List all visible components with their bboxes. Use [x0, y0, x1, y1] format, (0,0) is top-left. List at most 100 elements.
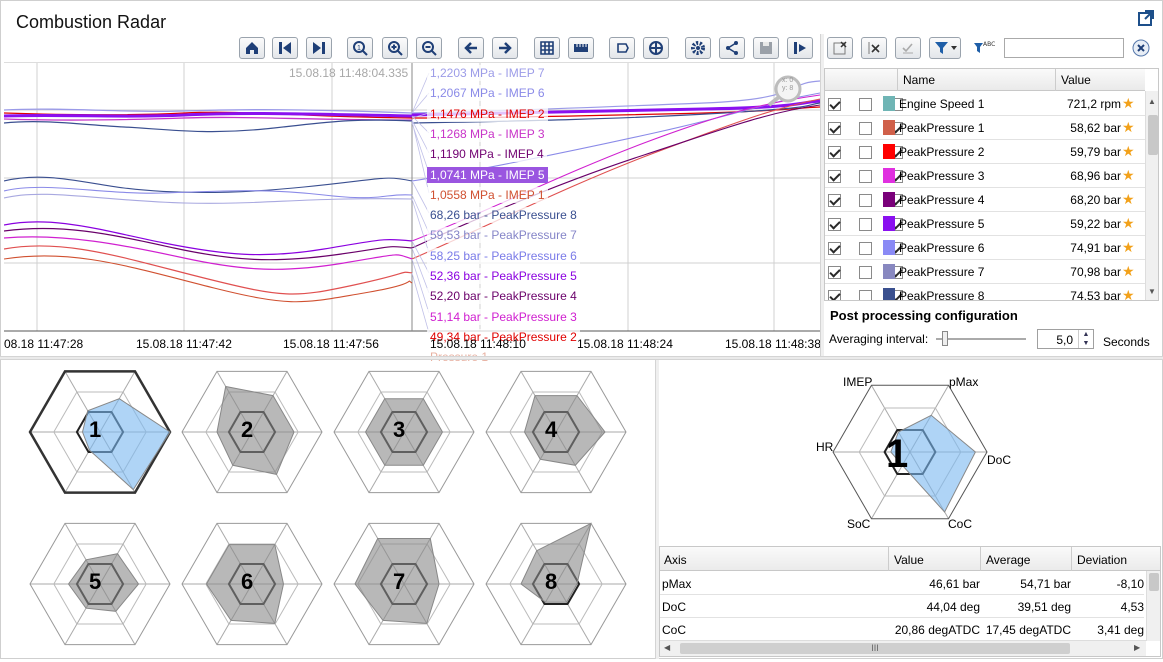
channel-color-swatch[interactable]	[883, 264, 895, 279]
zoom-fit-icon[interactable]: 1	[347, 37, 373, 59]
header-deviation[interactable]: Deviation	[1077, 553, 1128, 567]
cylinder-radar-4[interactable]: 4	[481, 357, 631, 507]
clear-icon[interactable]	[827, 37, 853, 59]
cylinder-radar-6[interactable]: 6	[177, 509, 327, 659]
crosshair-icon[interactable]	[643, 37, 669, 59]
cylinder-radar-8[interactable]: 8	[481, 509, 631, 659]
channel-row[interactable]: PeakPressure 4 68,20 bar ★	[825, 188, 1145, 212]
cylinder-radar-2[interactable]: 2	[177, 357, 327, 507]
channel-option-checkbox[interactable]	[859, 242, 872, 256]
zoom-in-icon[interactable]	[382, 37, 408, 59]
header-average[interactable]: Average	[986, 553, 1031, 567]
channel-scroll-thumb[interactable]	[1148, 115, 1158, 155]
star-icon[interactable]: ★	[1122, 215, 1135, 231]
channel-visible-checkbox[interactable]	[828, 146, 841, 160]
channel-option-checkbox[interactable]	[859, 218, 872, 232]
channel-option-checkbox[interactable]	[859, 194, 872, 208]
cylinder-radar-5[interactable]: 5	[25, 509, 175, 659]
axis-table-vscroll[interactable]	[1146, 571, 1160, 641]
share-icon[interactable]	[719, 37, 745, 59]
cylinder-radar-7[interactable]: 7	[329, 509, 479, 659]
star-icon[interactable]: ★	[1122, 239, 1135, 255]
channel-row[interactable]: PeakPressure 5 59,22 bar ★	[825, 212, 1145, 236]
abc-filter-icon[interactable]: ABC	[973, 39, 997, 57]
channel-visible-checkbox[interactable]	[828, 170, 841, 184]
axis-table-hscroll-thumb[interactable]: III	[680, 643, 1070, 654]
channel-color-swatch[interactable]	[883, 168, 895, 183]
averaging-slider-thumb[interactable]	[942, 331, 948, 346]
channel-color-swatch[interactable]	[883, 120, 895, 135]
channel-visible-checkbox[interactable]	[828, 98, 841, 112]
channel-color-swatch[interactable]	[883, 240, 895, 255]
star-icon[interactable]: ★	[1122, 95, 1135, 111]
detail-radar[interactable]: 1 pMax DoC CoC SoC HR IMEP	[660, 362, 1160, 542]
remove-icon[interactable]	[861, 37, 887, 59]
channel-option-checkbox[interactable]	[859, 290, 872, 300]
star-icon[interactable]: ★	[1122, 119, 1135, 135]
channel-visible-checkbox[interactable]	[828, 242, 841, 256]
settings-icon[interactable]	[685, 37, 711, 59]
first-icon[interactable]	[272, 37, 298, 59]
channel-visible-checkbox[interactable]	[828, 122, 841, 136]
axis-table-vscroll-thumb[interactable]	[1149, 573, 1159, 591]
pan-left-icon[interactable]	[458, 37, 484, 59]
pan-right-icon[interactable]	[492, 37, 518, 59]
filter-dropdown-icon[interactable]	[929, 37, 961, 59]
channel-row[interactable]: PeakPressure 7 70,98 bar ★	[825, 260, 1145, 284]
header-name[interactable]: Name	[903, 73, 936, 87]
channel-scrollbar[interactable]: ▲ ▼	[1145, 91, 1158, 300]
channel-option-checkbox[interactable]	[859, 98, 872, 112]
channel-color-swatch[interactable]	[883, 144, 895, 159]
check-icon[interactable]	[895, 37, 921, 59]
channel-option-checkbox[interactable]	[859, 266, 872, 280]
averaging-slider[interactable]	[936, 338, 1026, 340]
averaging-input[interactable]: 5,0	[1037, 329, 1094, 349]
axis-table-row[interactable]: DoC 44,04 deg 39,51 deg 4,53	[660, 595, 1144, 618]
star-icon[interactable]: ★	[1122, 263, 1135, 279]
vertical-splitter[interactable]	[820, 34, 824, 356]
star-icon[interactable]: ★	[1122, 167, 1135, 183]
ruler-icon[interactable]	[568, 37, 594, 59]
channel-visible-checkbox[interactable]	[828, 194, 841, 208]
channel-color-swatch[interactable]	[883, 192, 895, 207]
header-axis[interactable]: Axis	[664, 553, 687, 567]
grid-icon[interactable]	[534, 37, 560, 59]
bottom-splitter[interactable]	[655, 360, 659, 659]
channel-color-swatch[interactable]	[883, 288, 895, 300]
axis-table-row[interactable]: pMax 46,61 bar 54,71 bar -8,10	[660, 572, 1144, 595]
star-icon[interactable]: ★	[1122, 287, 1135, 301]
channel-visible-checkbox[interactable]	[828, 290, 841, 300]
header-value[interactable]: Value	[1061, 73, 1091, 87]
channel-option-checkbox[interactable]	[859, 122, 872, 136]
channel-visible-checkbox[interactable]	[828, 266, 841, 280]
channel-option-checkbox[interactable]	[859, 170, 872, 184]
channel-row[interactable]: PeakPressure 1 58,62 bar ★	[825, 116, 1145, 140]
axis-table-hscroll[interactable]: ◀ III ▶	[660, 640, 1146, 656]
channel-row[interactable]: PeakPressure 3 68,96 bar ★	[825, 164, 1145, 188]
channel-row[interactable]: PeakPressure 8 74,53 bar ★	[825, 284, 1145, 301]
cylinder-radar-1[interactable]: 1	[25, 357, 175, 507]
home-icon[interactable]	[239, 37, 265, 59]
channel-row[interactable]: Engine Speed 1 721,2 rpm ★	[825, 92, 1145, 116]
star-icon[interactable]: ★	[1122, 143, 1135, 159]
channel-color-swatch[interactable]	[883, 96, 895, 111]
averaging-spinner-icon[interactable]: ▲ ▼	[1078, 330, 1093, 348]
export-icon[interactable]	[787, 37, 813, 59]
channel-visible-checkbox[interactable]	[828, 218, 841, 232]
channel-row[interactable]: PeakPressure 6 74,91 bar ★	[825, 236, 1145, 260]
horizontal-splitter[interactable]	[0, 356, 1163, 360]
star-icon[interactable]: ★	[1122, 191, 1135, 207]
axis-table-row[interactable]: CoC 20,86 degATDC 17,45 degATDC 3,41 deg	[660, 618, 1144, 641]
channel-color-swatch[interactable]	[883, 216, 895, 231]
channel-option-checkbox[interactable]	[859, 146, 872, 160]
label-icon[interactable]	[609, 37, 635, 59]
header-value[interactable]: Value	[894, 553, 924, 567]
channel-row[interactable]: PeakPressure 2 59,79 bar ★	[825, 140, 1145, 164]
cylinder-radar-3[interactable]: 3	[329, 357, 479, 507]
time-chart[interactable]: 15.08.18 11:48:04.335 x: 0 y: 8 1,2203 MP…	[4, 62, 821, 366]
popout-icon[interactable]	[1137, 9, 1155, 27]
search-clear-icon[interactable]	[1131, 38, 1153, 58]
channel-search-input[interactable]	[1004, 38, 1124, 58]
save-icon[interactable]	[753, 37, 779, 59]
zoom-out-icon[interactable]	[416, 37, 442, 59]
